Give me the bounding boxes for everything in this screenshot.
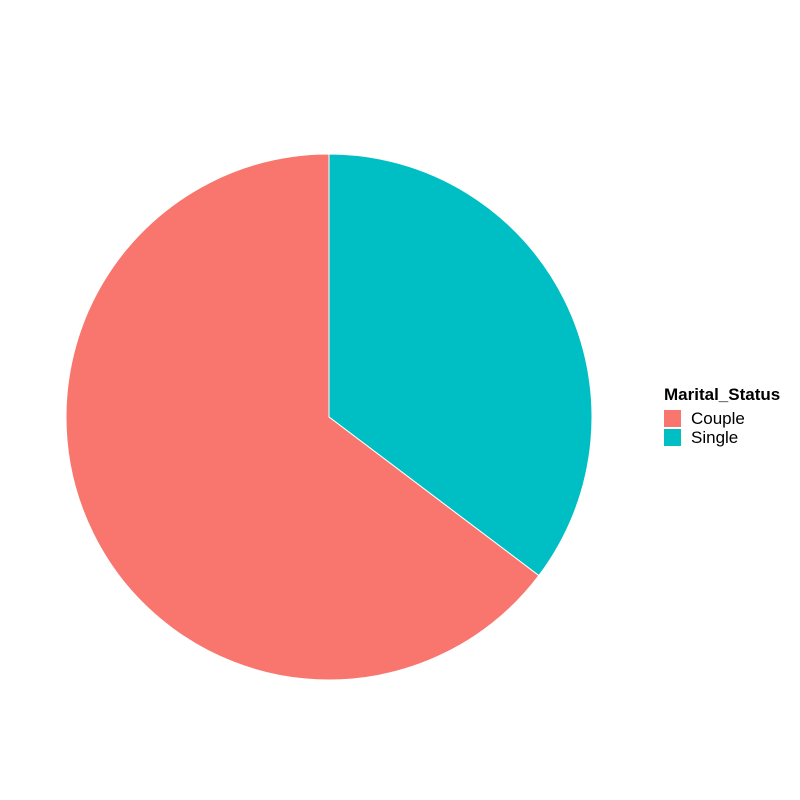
legend-key-couple xyxy=(664,410,681,427)
legend-item-single: Single xyxy=(664,428,800,447)
legend-title: Marital_Status xyxy=(664,385,781,404)
legend: Marital_Status Couple Single xyxy=(664,384,800,447)
pie-slice-couple xyxy=(65,153,540,681)
legend-label-couple: Couple xyxy=(691,409,745,428)
legend-label-single: Single xyxy=(691,428,739,447)
legend-item-couple: Couple xyxy=(664,409,800,428)
pie-slice-single xyxy=(328,153,593,577)
legend-key-single xyxy=(664,429,681,446)
